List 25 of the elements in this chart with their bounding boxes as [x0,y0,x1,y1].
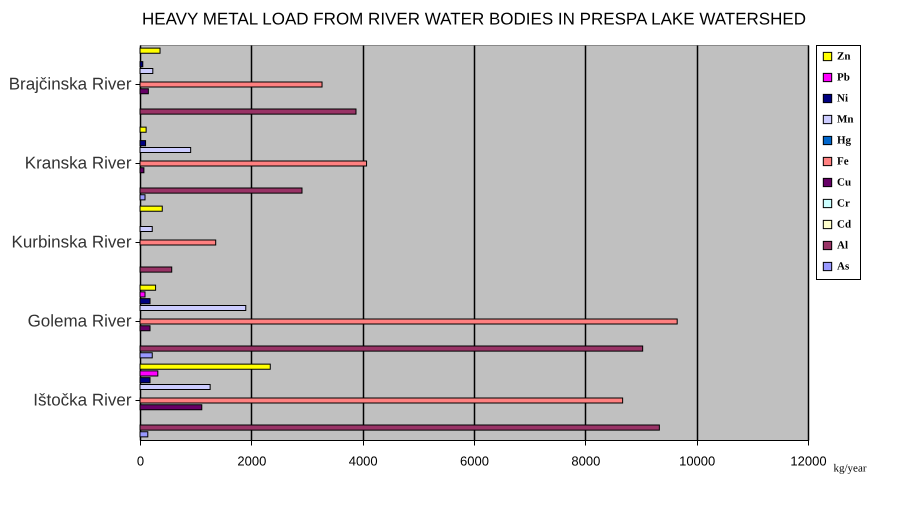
legend-label: Cr [837,198,850,210]
x-tick-label: 4000 [348,454,378,468]
legend-label: Hg [837,134,852,146]
x-tick-label: 8000 [571,454,600,468]
x-tick-label: 2000 [237,454,266,468]
y-tick-label: Golema River [28,312,132,330]
x-tick-label: 10000 [679,454,716,468]
legend-label: Ni [837,92,848,104]
legend-label: Fe [837,156,849,168]
legend-label: Pb [837,72,850,84]
x-tick-label: 6000 [460,454,489,468]
y-tick-label: Brajčinska River [8,74,132,94]
y-tick-label: Kurbinska River [12,232,132,252]
y-tick-label: Kranska River [24,154,132,172]
legend-label: Al [837,240,848,252]
x-axis-title: kg/year [834,462,867,474]
chart-title: HEAVY METAL LOAD FROM RIVER WATER BODIES IN PRESPA LAKE WATERSHED [142,10,806,28]
legend-label: Cd [837,218,852,230]
legend-label: Cu [837,176,852,188]
x-tick-label: 0 [136,454,144,468]
x-tick-label: 12000 [790,454,827,468]
legend-label: As [837,260,850,272]
y-tick-label: Ištočka River [33,390,132,410]
legend-label: Zn [837,50,850,62]
legend-label: Mn [837,114,854,126]
